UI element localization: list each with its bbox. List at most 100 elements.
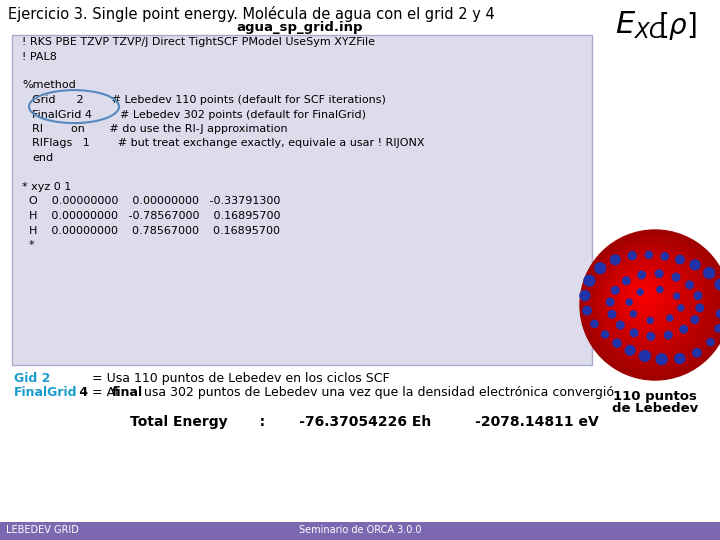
Circle shape: [707, 339, 714, 346]
Circle shape: [656, 354, 667, 364]
Circle shape: [626, 299, 632, 305]
Circle shape: [690, 260, 700, 270]
Circle shape: [607, 258, 691, 342]
Circle shape: [674, 293, 680, 299]
Circle shape: [616, 321, 624, 329]
Text: end: end: [32, 153, 53, 163]
Text: Grid      2        # Lebedev 110 points (default for SCF iterations): Grid 2 # Lebedev 110 points (default for…: [32, 95, 386, 105]
Circle shape: [629, 280, 660, 312]
Circle shape: [634, 286, 653, 305]
Circle shape: [597, 248, 706, 356]
Circle shape: [667, 315, 672, 321]
Circle shape: [680, 326, 688, 333]
Text: * xyz 0 1: * xyz 0 1: [22, 182, 71, 192]
FancyBboxPatch shape: [12, 35, 592, 365]
Circle shape: [630, 311, 636, 317]
Text: = Al: = Al: [88, 386, 122, 399]
Text: de Lebedev: de Lebedev: [612, 402, 698, 415]
Circle shape: [608, 310, 616, 318]
Circle shape: [694, 292, 702, 300]
Text: ! RKS PBE TZVP TZVP/J Direct TightSCF PModel UseSym XYZFile: ! RKS PBE TZVP TZVP/J Direct TightSCF PM…: [22, 37, 375, 47]
Circle shape: [600, 250, 702, 353]
Circle shape: [647, 318, 653, 323]
Text: LEBEDEV GRID: LEBEDEV GRID: [6, 525, 79, 535]
Circle shape: [626, 278, 663, 315]
Circle shape: [582, 306, 591, 315]
Text: %method: %method: [22, 80, 76, 91]
Circle shape: [619, 271, 674, 326]
Text: $[\rho]$: $[\rho]$: [658, 10, 697, 42]
Text: final: final: [112, 386, 143, 399]
Text: Ejercicio 3. Single point energy. Molécula de agua con el grid 2 y 4: Ejercicio 3. Single point energy. Molécu…: [8, 6, 495, 22]
Circle shape: [661, 253, 668, 260]
Text: 110 puntos: 110 puntos: [613, 390, 697, 403]
Text: $E_{XC}$: $E_{XC}$: [615, 10, 666, 41]
Circle shape: [647, 333, 654, 340]
Circle shape: [715, 279, 720, 290]
Circle shape: [611, 255, 620, 265]
Text: usa 302 puntos de Lebedev una vez que la densidad electrónica convergió: usa 302 puntos de Lebedev una vez que la…: [140, 386, 614, 399]
Circle shape: [675, 354, 685, 363]
Circle shape: [601, 331, 608, 338]
Text: Gid 2: Gid 2: [14, 372, 50, 385]
Circle shape: [630, 329, 638, 336]
Circle shape: [686, 281, 693, 289]
Circle shape: [703, 267, 715, 279]
Circle shape: [588, 238, 719, 370]
Circle shape: [657, 287, 663, 293]
Circle shape: [676, 255, 684, 264]
FancyBboxPatch shape: [0, 522, 720, 540]
Circle shape: [614, 265, 681, 332]
Circle shape: [691, 316, 698, 323]
Circle shape: [672, 273, 680, 281]
Circle shape: [611, 287, 619, 294]
Text: 4: 4: [75, 386, 88, 399]
Circle shape: [582, 233, 720, 376]
Text: :       -76.37054226 Eh         -2078.14811 eV: : -76.37054226 Eh -2078.14811 eV: [245, 415, 599, 429]
Circle shape: [628, 252, 636, 260]
Circle shape: [645, 251, 652, 259]
Circle shape: [625, 346, 635, 355]
Circle shape: [693, 348, 701, 357]
Circle shape: [624, 275, 667, 319]
Text: = Usa 110 puntos de Lebedev en los ciclos SCF: = Usa 110 puntos de Lebedev en los ciclo…: [60, 372, 390, 385]
Circle shape: [636, 288, 649, 301]
Text: RI        on       # do use the RI-J approximation: RI on # do use the RI-J approximation: [32, 124, 287, 134]
Circle shape: [716, 310, 720, 318]
Circle shape: [580, 291, 590, 301]
Circle shape: [591, 320, 598, 327]
Text: *: *: [22, 240, 35, 250]
Text: FinalGrid: FinalGrid: [14, 386, 78, 399]
Text: Seminario de ORCA 3.0.0: Seminario de ORCA 3.0.0: [299, 525, 421, 535]
Circle shape: [631, 283, 657, 308]
Circle shape: [696, 304, 703, 312]
Circle shape: [639, 350, 650, 361]
Text: Total Energy: Total Energy: [130, 415, 228, 429]
Circle shape: [655, 270, 663, 278]
Circle shape: [592, 242, 713, 363]
Circle shape: [613, 339, 621, 347]
Circle shape: [665, 332, 672, 339]
Circle shape: [604, 255, 695, 346]
Text: H    0.00000000    0.78567000    0.16895700: H 0.00000000 0.78567000 0.16895700: [22, 226, 280, 235]
Circle shape: [584, 275, 595, 286]
Text: agua_sp_grid.inp: agua_sp_grid.inp: [237, 21, 364, 34]
Circle shape: [612, 263, 685, 336]
Text: O    0.00000000    0.00000000   -0.33791300: O 0.00000000 0.00000000 -0.33791300: [22, 197, 280, 206]
Circle shape: [590, 240, 716, 366]
Circle shape: [585, 235, 720, 373]
Text: RIFlags   1        # but treat exchange exactly, equivale a usar ! RIJONX: RIFlags 1 # but treat exchange exactly, …: [32, 138, 425, 149]
Text: H    0.00000000   -0.78567000    0.16895700: H 0.00000000 -0.78567000 0.16895700: [22, 211, 281, 221]
Circle shape: [595, 245, 709, 360]
Circle shape: [606, 298, 614, 306]
Circle shape: [639, 291, 646, 298]
Text: ! PAL8: ! PAL8: [22, 51, 57, 62]
Circle shape: [616, 268, 678, 329]
Circle shape: [621, 273, 670, 322]
Circle shape: [623, 277, 630, 285]
Circle shape: [609, 260, 688, 339]
Circle shape: [595, 263, 606, 274]
Circle shape: [638, 271, 646, 279]
Circle shape: [637, 289, 643, 295]
Circle shape: [580, 230, 720, 380]
